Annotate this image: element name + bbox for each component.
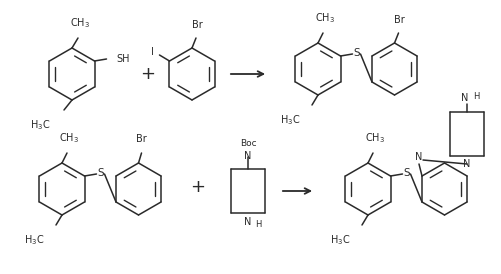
Text: SH: SH [117,54,130,64]
Text: S: S [403,168,410,178]
Text: S: S [353,48,360,58]
Text: H$_3$C: H$_3$C [280,113,300,127]
Text: H$_3$C: H$_3$C [330,233,350,247]
Text: Br: Br [136,134,147,144]
Text: CH$_3$: CH$_3$ [315,11,335,25]
Text: N: N [415,152,423,162]
Text: Br: Br [191,20,202,30]
Text: H: H [255,220,262,229]
Text: N: N [244,151,252,161]
Text: Boc: Boc [239,139,257,148]
Text: I: I [151,47,153,57]
Text: N: N [463,159,470,169]
Text: H$_3$C: H$_3$C [24,233,44,247]
Text: +: + [140,65,155,83]
Text: S: S [97,168,104,178]
Text: +: + [190,178,205,196]
Text: H$_3$C: H$_3$C [30,118,50,132]
Text: CH$_3$: CH$_3$ [70,16,90,30]
Text: H: H [473,92,479,101]
Text: Br: Br [394,15,405,25]
Text: CH$_3$: CH$_3$ [59,131,79,145]
Text: CH$_3$: CH$_3$ [365,131,385,145]
Text: N: N [461,93,469,103]
Text: N: N [244,217,252,227]
